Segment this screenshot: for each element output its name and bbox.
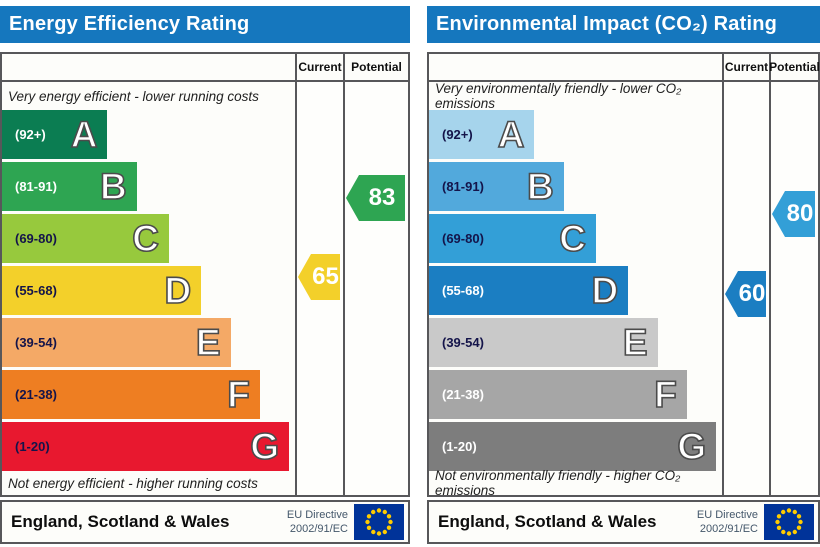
band-d-letter: D [591, 270, 619, 311]
band-a: (92+) A [429, 110, 535, 159]
band-d: (55-68) D [2, 266, 202, 315]
co2-panel-title: Environmental Impact (CO₂) Rating [427, 6, 820, 43]
eu-flag-icon [354, 504, 404, 540]
co2-rating-table: Current Potential Very environmentally f… [427, 52, 820, 498]
band-d-letter: D [164, 270, 192, 311]
potential-column-header: Potential [769, 54, 820, 80]
band-f-letter: F [226, 374, 250, 415]
current-column-header: Current [722, 54, 769, 80]
header-spacer [429, 54, 722, 80]
band-e-range: (39-54) [442, 335, 484, 350]
environmental-impact-panel: Environmental Impact (CO₂) Rating Curren… [427, 6, 820, 544]
region-label: England, Scotland & Wales [438, 512, 657, 531]
band-g-range: (1-20) [442, 439, 477, 454]
band-f-range: (21-38) [15, 387, 57, 402]
energy-table-body: Very energy efficient - lower running co… [2, 82, 408, 495]
co2-table-body: Very environmentally friendly - lower CO… [429, 81, 818, 498]
band-a-letter: A [70, 114, 98, 155]
band-c-letter: C [558, 218, 586, 259]
energy-bands: (92+) A (81-91) B (69-80) C (55-68) D (39-54… [2, 110, 295, 471]
marker-arrow-icon [772, 191, 785, 237]
band-c-letter: C [131, 218, 159, 259]
potential-rating-marker: 80 [772, 191, 815, 237]
band-a-range: (92+) [15, 127, 46, 142]
potential-column-header: Potential [343, 54, 408, 80]
band-b: (81-91) B [429, 162, 564, 211]
eu-directive-label: EU Directive 2002/91/EC [287, 508, 348, 537]
current-column: 60 [722, 82, 769, 495]
potential-rating-value: 83 [359, 175, 405, 221]
potential-column: 80 [769, 82, 818, 495]
band-g: (1-20) G [429, 422, 717, 471]
top-caption: Very environmentally friendly - lower CO… [435, 81, 682, 111]
top-caption: Very energy efficient - lower running co… [8, 88, 259, 104]
band-e-range: (39-54) [15, 335, 57, 350]
co2-bands: (92+) A (81-91) B (69-80) C (55-68) D (39-54… [429, 110, 722, 471]
band-f: (21-38) F [429, 370, 687, 419]
directive-group: EU Directive 2002/91/EC [697, 504, 814, 540]
band-a: (92+) A [2, 110, 108, 159]
current-rating-value: 60 [738, 271, 766, 317]
potential-column: 83 [343, 82, 408, 495]
band-d-range: (55-68) [15, 283, 57, 298]
co2-band-scale: Very environmentally friendly - lower CO… [429, 81, 722, 498]
eu-directive-line2: 2002/91/EC [289, 523, 348, 535]
marker-arrow-icon [298, 254, 311, 300]
band-f-range: (21-38) [442, 387, 484, 402]
energy-efficiency-panel: Energy Efficiency Rating Current Potenti… [0, 6, 410, 544]
band-d-range: (55-68) [442, 283, 484, 298]
band-f-letter: F [653, 374, 677, 415]
band-g: (1-20) G [2, 422, 290, 471]
band-a-letter: A [497, 114, 525, 155]
band-g-range: (1-20) [15, 439, 50, 454]
band-b-range: (81-91) [15, 179, 57, 194]
band-c-range: (69-80) [15, 231, 57, 246]
current-rating-marker: 60 [725, 271, 766, 317]
energy-panel-footer: England, Scotland & Wales EU Directive 2… [0, 500, 410, 544]
potential-rating-marker: 83 [346, 175, 405, 221]
current-rating-value: 65 [311, 254, 340, 300]
band-b-letter: B [99, 166, 127, 207]
energy-rating-table: Current Potential Very energy efficient … [0, 52, 410, 497]
eu-directive-line1: EU Directive [696, 508, 758, 521]
band-g-letter: G [250, 426, 280, 467]
potential-rating-value: 80 [785, 191, 815, 237]
energy-table-header: Current Potential [2, 54, 408, 82]
current-column-header: Current [295, 54, 343, 80]
band-d: (55-68) D [429, 266, 629, 315]
band-g-letter: G [677, 426, 707, 467]
co2-panel-footer: England, Scotland & Wales EU Directive 2… [427, 500, 820, 544]
current-rating-marker: 65 [298, 254, 340, 300]
band-e: (39-54) E [429, 318, 658, 367]
band-e: (39-54) E [2, 318, 231, 367]
directive-group: EU Directive 2002/91/EC [287, 504, 404, 540]
band-c: (69-80) C [2, 214, 169, 263]
band-b-letter: B [526, 166, 554, 207]
eu-flag-icon [764, 504, 814, 540]
eu-directive-line2: 2002/91/EC [699, 523, 758, 535]
bottom-caption: Not energy efficient - higher running co… [8, 475, 258, 491]
header-spacer [2, 54, 295, 80]
energy-band-scale: Very energy efficient - lower running co… [2, 82, 295, 495]
marker-arrow-icon [346, 175, 359, 221]
bottom-caption: Not environmentally friendly - higher CO… [435, 468, 681, 498]
marker-arrow-icon [725, 271, 738, 317]
band-c: (69-80) C [429, 214, 596, 263]
eu-directive-line1: EU Directive [286, 508, 348, 521]
band-a-range: (92+) [442, 127, 473, 142]
co2-table-header: Current Potential [429, 54, 820, 82]
band-e-letter: E [622, 322, 648, 363]
band-c-range: (69-80) [442, 231, 484, 246]
eu-directive-label: EU Directive 2002/91/EC [697, 508, 758, 537]
energy-panel-title: Energy Efficiency Rating [0, 6, 410, 43]
band-f: (21-38) F [2, 370, 260, 419]
region-label: England, Scotland & Wales [11, 512, 230, 531]
band-b-range: (81-91) [442, 179, 484, 194]
band-e-letter: E [195, 322, 221, 363]
band-b: (81-91) B [2, 162, 137, 211]
current-column: 65 [295, 82, 343, 495]
